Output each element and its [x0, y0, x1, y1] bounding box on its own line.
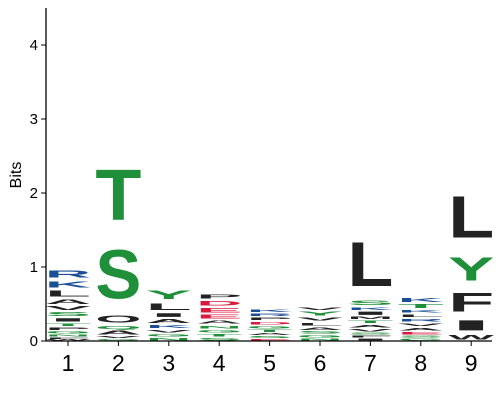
x-tick-label: 2 [112, 350, 125, 376]
x-tick-label: 7 [364, 350, 377, 376]
logo-letter: V [347, 328, 394, 332]
logo-letter: S [95, 235, 141, 313]
logo-letter: K [146, 324, 193, 329]
logo-letter: S [247, 336, 293, 339]
logo-letter: V [146, 329, 193, 333]
logo-letter: M [347, 316, 393, 320]
logo-letter: V [45, 306, 92, 312]
logo-letter: S [45, 312, 91, 318]
logo-letter: V [297, 306, 344, 310]
logo-letter: E [196, 314, 242, 320]
logo-letter: L [398, 314, 444, 318]
y-axis-ticks: 0 1 2 3 4 [30, 37, 46, 350]
x-tick-label: 5 [263, 350, 276, 376]
logo-letter: T [247, 329, 293, 333]
logo-letter: A [95, 330, 141, 336]
logo-letter: P [45, 327, 91, 331]
logo-letter: I [448, 317, 494, 333]
logo-letter: Q [95, 325, 141, 330]
x-tick-label: 1 [62, 350, 75, 376]
logo-letter: I [45, 317, 91, 322]
logo-letter: S [398, 335, 444, 338]
logo-letter: S [297, 331, 343, 335]
logo-letter: K [398, 297, 445, 303]
logo-letter: L [45, 289, 91, 298]
logo-letter: R [45, 268, 91, 279]
logo-letter: A [247, 333, 293, 336]
y-tick-label: 1 [30, 259, 38, 276]
logo-letter: V [297, 317, 344, 322]
logo-letter: W [448, 334, 494, 341]
y-tick-label: 0 [30, 333, 38, 350]
x-tick-label: 3 [162, 350, 175, 376]
logo-letter: A [45, 298, 91, 305]
logo-letters: WFNGPTISVALKRGVAQOSTNGVKAILYSTGNAEEDPESA… [45, 154, 494, 341]
y-tick-label: 2 [30, 185, 38, 202]
logo-letter: I [347, 311, 393, 316]
x-tick-label: 6 [314, 350, 327, 376]
logo-letter: V [95, 336, 142, 339]
logo-letter: E [398, 331, 444, 335]
logo-letter: D [196, 300, 242, 307]
logo-letter: G [146, 334, 192, 338]
logo-letter: A [347, 324, 393, 328]
logo-letter: G [45, 331, 91, 335]
logo-letter: R [247, 313, 293, 317]
logo-letter: P [196, 294, 242, 300]
logo-letter: A [196, 320, 242, 325]
logo-letter: N [45, 334, 91, 337]
logo-letter: V [398, 323, 445, 327]
logo-letter: T [45, 323, 91, 327]
logo-letter: Y [297, 311, 343, 317]
x-tick-label: 8 [414, 350, 427, 376]
logo-letter: Y [146, 289, 192, 302]
logo-letter: T [196, 334, 242, 338]
x-tick-label: 9 [465, 350, 478, 376]
logo-letter: K [247, 308, 294, 312]
y-axis-label: Bits [8, 162, 25, 189]
logo-letter: G [95, 339, 141, 341]
logo-letter: K [398, 309, 445, 313]
logo-letter: G [398, 338, 444, 341]
logo-letter: T [95, 154, 141, 236]
logo-letter: T [347, 320, 393, 324]
logo-letter: N [196, 325, 242, 329]
logo-letter: E [196, 307, 242, 314]
logo-letter: T [398, 303, 445, 309]
logo-letter: R [398, 318, 444, 322]
logo-letter: A [398, 327, 444, 331]
logo-letter: I [146, 312, 192, 318]
logo-letter: G [247, 325, 293, 329]
logo-letter: I [347, 338, 393, 341]
logo-letter: S [347, 300, 393, 307]
logo-letter: L [347, 229, 393, 300]
logo-letter: L [448, 185, 494, 251]
logo-letter: F [45, 337, 91, 339]
logo-letter: O [95, 314, 141, 325]
logo-letter: W [45, 340, 92, 341]
logo-letter: F [448, 288, 494, 318]
logo-letter: Y [448, 251, 494, 288]
logo-letter: K [45, 280, 91, 290]
logo-letter: K [347, 306, 394, 310]
logo-letter: E [247, 339, 293, 341]
logo-letter: A [146, 318, 192, 324]
logo-letter: N [146, 337, 192, 341]
logo-letter: S [347, 332, 393, 335]
logo-letter: A [297, 326, 343, 330]
y-tick-label: 3 [30, 111, 38, 128]
logo-letter: L [297, 322, 343, 326]
logo-letter: L [146, 302, 192, 312]
logo-letter: G [196, 329, 242, 333]
logo-letter: D [247, 321, 293, 325]
logo-letter: S [196, 337, 242, 341]
y-tick-label: 4 [30, 37, 38, 54]
logo-letter: N [297, 338, 343, 341]
x-axis-ticks: 1 2 3 4 5 6 7 8 9 [62, 341, 478, 376]
x-tick-label: 4 [213, 350, 226, 376]
logo-letter: P [247, 317, 293, 321]
logo-letter: F [347, 335, 393, 338]
logo-letter: G [297, 334, 343, 338]
